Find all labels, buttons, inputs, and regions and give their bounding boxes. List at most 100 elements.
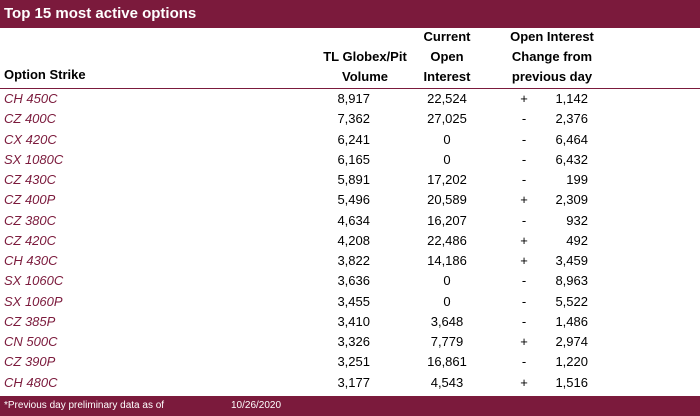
header-volume-line-1: TL Globex/Pit [323, 49, 407, 64]
cell-oi-change: 199 [566, 172, 588, 187]
cell-oi-change: 932 [566, 212, 588, 228]
cell-open-interest: 22,486 [427, 232, 467, 248]
cell-open-interest: 3,648 [430, 313, 464, 329]
cell-oi-change: 3,459 [555, 253, 588, 268]
cell-volume: 3,410 [337, 313, 370, 329]
cell-option-strike: CZ 400C [4, 111, 57, 127]
cell-option-strike: CZ 385P [4, 313, 56, 329]
cell-open-interest: 22,524 [427, 91, 467, 106]
table-row: SX 1060C 3,636 0 - 8,963 [0, 271, 700, 291]
header-oi-change-line-1: Open Interest [510, 29, 594, 44]
cell-open-interest: 17,202 [427, 172, 467, 187]
cell-open-interest: 0 [443, 151, 451, 167]
cell-change-sign: - [521, 172, 527, 187]
cell-change-sign: - [521, 111, 527, 127]
cell-oi-change: 1,516 [555, 374, 588, 390]
table-row: SX 1060P 3,455 0 - 5,522 [0, 292, 700, 312]
cell-change-sign: - [521, 293, 527, 309]
table-row: CZ 400C 7,362 27,025 - 2,376 [0, 109, 700, 129]
table-row: CN 500C 3,326 7,779 +2,974 [0, 332, 700, 352]
header-oi-change-line-3: previous day [511, 69, 593, 84]
cell-open-interest: 7,779 [430, 334, 464, 349]
header-option-strike: Option Strike [4, 65, 86, 85]
table-row: CZ 420C 4,208 22,486 +492 [0, 231, 700, 251]
cell-volume: 6,241 [337, 131, 370, 147]
cell-change-sign: + [520, 374, 528, 390]
cell-option-strike: CZ 430C [4, 172, 57, 187]
footer-note: *Previous day preliminary data as of [4, 400, 165, 411]
header-volume: TL Globex/Pit Volume [290, 47, 440, 87]
cell-option-strike: CZ 390P [4, 354, 56, 370]
table-title: Top 15 most active options [0, 0, 700, 28]
cell-open-interest: 20,589 [427, 192, 467, 208]
cell-volume: 7,362 [337, 111, 370, 127]
cell-change-sign: + [520, 232, 528, 248]
cell-option-strike: SX 1060C [4, 273, 64, 289]
cell-change-sign: - [521, 273, 527, 289]
cell-volume: 3,636 [337, 273, 370, 289]
cell-oi-change: 5,522 [555, 293, 588, 309]
table-row: CH 480C 3,177 4,543 +1,516 [0, 373, 700, 393]
table-body: CH 450C 8,917 22,524 +1,142 CZ 400C 7,362 27,0… [0, 89, 700, 393]
cell-volume: 3,326 [337, 334, 370, 349]
header-volume-line-2: Volume [342, 69, 388, 84]
cell-oi-change: 8,963 [555, 273, 588, 289]
header-oi-change: Open Interest Change from previous day [492, 27, 612, 87]
cell-change-sign: - [521, 313, 527, 329]
cell-option-strike: CZ 380C [4, 212, 57, 228]
cell-option-strike: CX 420C [4, 131, 57, 147]
cell-open-interest: 0 [443, 293, 451, 309]
cell-volume: 4,634 [337, 212, 370, 228]
cell-oi-change: 6,464 [555, 131, 588, 147]
cell-change-sign: + [520, 192, 528, 208]
table-row: CZ 385P 3,410 3,648 - 1,486 [0, 312, 700, 332]
cell-change-sign: + [520, 91, 528, 106]
table-row: SX 1080C 6,165 0 - 6,432 [0, 150, 700, 170]
cell-open-interest: 4,543 [430, 374, 464, 390]
cell-oi-change: 6,432 [555, 151, 588, 167]
cell-volume: 5,891 [337, 172, 370, 187]
cell-option-strike: SX 1060P [4, 293, 63, 309]
header-oi-change-line-2: Change from [511, 49, 593, 64]
header-open-interest-line-1: Current [423, 29, 471, 44]
cell-option-strike: CH 430C [4, 253, 58, 268]
table-row: CZ 390P 3,251 16,861 - 1,220 [0, 352, 700, 372]
cell-volume: 3,177 [337, 374, 370, 390]
cell-change-sign: - [521, 151, 527, 167]
table-row: CZ 380C 4,634 16,207 - 932 [0, 211, 700, 231]
cell-open-interest: 0 [443, 131, 451, 147]
cell-option-strike: CH 450C [4, 91, 58, 106]
footer-bar: *Previous day preliminary data as of 10/… [0, 396, 700, 416]
cell-oi-change: 492 [566, 232, 588, 248]
cell-option-strike: SX 1080C [4, 151, 64, 167]
cell-volume: 8,917 [337, 91, 370, 106]
header-open-interest: Current Open Interest [412, 27, 482, 87]
cell-oi-change: 1,486 [555, 313, 588, 329]
cell-option-strike: CZ 420C [4, 232, 57, 248]
table-row: CH 430C 3,822 14,186 +3,459 [0, 251, 700, 271]
header-open-interest-line-2: Open [430, 49, 464, 64]
cell-option-strike: CN 500C [4, 334, 58, 349]
table-row: CX 420C 6,241 0 - 6,464 [0, 130, 700, 150]
cell-volume: 4,208 [337, 232, 370, 248]
cell-oi-change: 1,142 [555, 91, 588, 106]
cell-option-strike: CH 480C [4, 374, 58, 390]
cell-open-interest: 16,207 [427, 212, 467, 228]
cell-oi-change: 2,309 [555, 192, 588, 208]
footer-date: 10/26/2020 [231, 400, 282, 411]
header-option-strike-label: Option Strike [4, 67, 86, 82]
cell-option-strike: CZ 400P [4, 192, 56, 208]
cell-change-sign: - [521, 131, 527, 147]
cell-change-sign: + [520, 334, 528, 349]
table-row: CZ 430C 5,891 17,202 - 199 [0, 170, 700, 190]
cell-open-interest: 0 [443, 273, 451, 289]
cell-oi-change: 2,974 [555, 334, 588, 349]
header-divider [0, 88, 700, 89]
table-row: CZ 400P 5,496 20,589 +2,309 [0, 190, 700, 210]
cell-oi-change: 2,376 [555, 111, 588, 127]
cell-open-interest: 27,025 [427, 111, 467, 127]
cell-open-interest: 14,186 [427, 253, 467, 268]
cell-volume: 5,496 [337, 192, 370, 208]
cell-change-sign: + [520, 253, 528, 268]
